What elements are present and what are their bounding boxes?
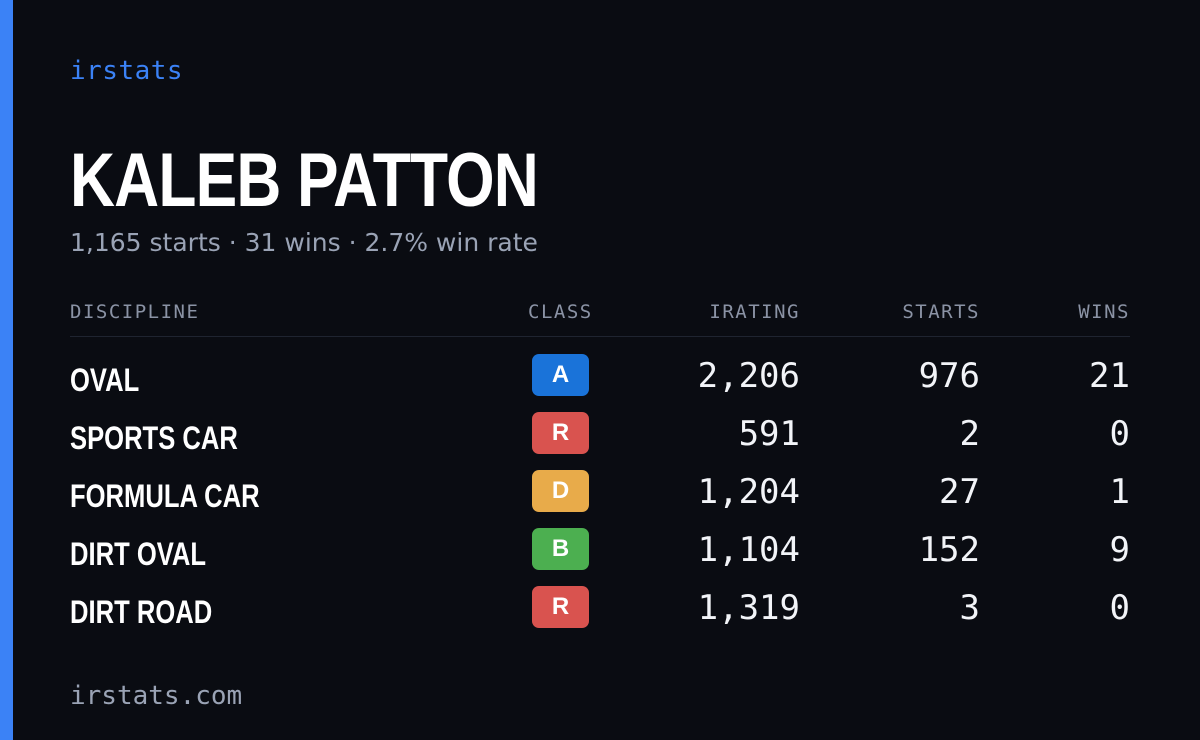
header-wins: WINS [1078,301,1130,323]
class-badge: R [532,412,589,454]
irating-value: 1,104 [697,530,800,570]
class-badge: R [532,586,589,628]
irating-value: 591 [738,414,800,454]
table-row: SPORTS CAR R 591 2 0 [70,412,1130,470]
stats-table: DISCIPLINE CLASS IRATING STARTS WINS OVA… [70,298,1130,630]
starts-value: 3 [959,588,980,628]
discipline-name: FORMULA CAR [70,478,260,514]
table-header: DISCIPLINE CLASS IRATING STARTS WINS [70,298,1130,337]
starts-value: 152 [918,530,980,570]
irating-value: 1,204 [697,472,800,512]
wins-value: 21 [1089,356,1130,396]
class-badge: B [532,528,589,570]
table-body: OVAL A 2,206 976 21 SPORTS CAR R 591 2 0… [70,354,1130,644]
wins-value: 0 [1109,414,1130,454]
starts-value: 976 [918,356,980,396]
driver-summary: 1,165 starts · 31 wins · 2.7% win rate [70,228,538,257]
wins-value: 1 [1109,472,1130,512]
table-row: FORMULA CAR D 1,204 27 1 [70,470,1130,528]
table-row: OVAL A 2,206 976 21 [70,354,1130,412]
header-starts: STARTS [902,301,980,323]
wins-value: 0 [1109,588,1130,628]
driver-name: KALEB PATTON [70,138,539,223]
class-badge: A [532,354,589,396]
irating-value: 2,206 [697,356,800,396]
table-row: DIRT ROAD R 1,319 3 0 [70,586,1130,644]
discipline-name: SPORTS CAR [70,420,238,456]
footer-url: irstats.com [70,681,243,711]
header-irating: IRATING [709,301,800,323]
starts-value: 27 [939,472,980,512]
header-discipline: DISCIPLINE [70,301,200,323]
wins-value: 9 [1109,530,1130,570]
accent-bar [0,0,13,740]
header-class: CLASS [528,301,593,323]
discipline-name: OVAL [70,362,140,398]
discipline-name: DIRT ROAD [70,594,213,630]
brand-logo: irstats [70,56,184,86]
table-row: DIRT OVAL B 1,104 152 9 [70,528,1130,586]
class-badge: D [532,470,589,512]
discipline-name: DIRT OVAL [70,536,207,572]
irating-value: 1,319 [697,588,800,628]
starts-value: 2 [959,414,980,454]
